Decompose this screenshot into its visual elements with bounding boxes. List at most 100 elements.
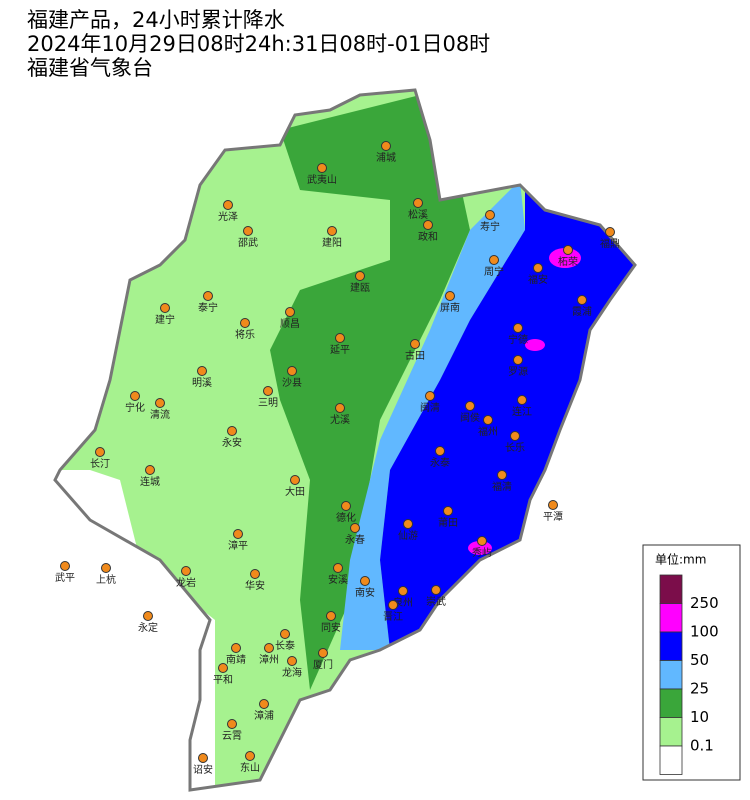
legend: 单位:mm 250 100 50 25 10 0.1 <box>642 544 741 781</box>
city-label: 柘荣 <box>558 255 578 268</box>
city-dot <box>259 699 269 709</box>
legend-label: 25 <box>690 680 709 698</box>
city-label: 宁化 <box>125 401 145 414</box>
city-dot <box>95 447 105 457</box>
city-dot <box>548 500 558 510</box>
cities: 浦城武夷山光泽 松溪政和寿宁福鼎邵武 建阳柘荣周宁福安建瓯泰宁建宁屏南 霞浦顺昌将乐宁… <box>55 141 620 776</box>
city-label: 政和 <box>418 230 438 243</box>
city-dot <box>326 611 336 621</box>
city-dot <box>465 401 475 411</box>
city-dot <box>510 431 520 441</box>
city-label: 德化 <box>336 511 356 524</box>
city-label: 长汀 <box>90 458 110 470</box>
city-label: 平潭 <box>543 511 563 523</box>
city-label: 清流 <box>150 408 170 421</box>
city-label: 永安 <box>222 436 242 449</box>
city-label: 晋江 <box>383 611 403 623</box>
city-dot <box>431 585 441 595</box>
city-dot <box>513 355 523 365</box>
city-dot <box>605 227 615 237</box>
city-dot <box>198 753 208 763</box>
city-dot <box>489 255 499 265</box>
city-dot <box>143 611 153 621</box>
city-label: 周宁 <box>484 265 504 278</box>
city-label: 崇武 <box>426 595 446 608</box>
province-border <box>53 88 637 792</box>
city-label: 沙县 <box>282 377 302 389</box>
city-dot <box>290 475 300 485</box>
legend-swatch <box>659 717 683 747</box>
header-line: 福建省气象台 <box>27 56 153 80</box>
city-dot <box>398 586 408 596</box>
city-dot <box>410 339 420 349</box>
city-dot <box>145 465 155 475</box>
city-label: 漳平 <box>228 539 248 552</box>
city-label: 诏安 <box>193 763 213 776</box>
header-line: 2024年10月29日08时24h:31日08时-01日08时 <box>27 32 490 56</box>
city-label: 福安 <box>528 273 548 286</box>
city-label: 宁德 <box>508 333 528 346</box>
city-label: 邵武 <box>238 236 258 249</box>
city-dot <box>425 391 435 401</box>
field-magenta <box>525 339 545 351</box>
legend-label: 10 <box>690 708 709 726</box>
city-label: 建阳 <box>322 236 342 249</box>
city-label: 泉州 <box>393 596 413 609</box>
city-dot <box>423 220 433 230</box>
city-label: 龙岩 <box>176 576 196 589</box>
city-label: 龙海 <box>282 666 302 679</box>
legend-swatch <box>659 574 683 604</box>
city-label: 闽侯 <box>460 411 480 424</box>
field-green <box>270 90 470 690</box>
city-dot <box>181 566 191 576</box>
legend-label: 50 <box>690 651 709 669</box>
city-dot <box>355 271 365 281</box>
field-magenta <box>468 541 492 555</box>
legend-box <box>642 544 741 781</box>
city-label: 浦城 <box>376 151 396 164</box>
city-label: 光泽 <box>218 210 238 223</box>
legend-label: 0.1 <box>690 737 714 755</box>
city-label: 安溪 <box>328 573 348 586</box>
city-dot <box>485 210 495 220</box>
city-label: 建瓯 <box>350 281 370 294</box>
legend-title: 单位:mm <box>655 552 706 567</box>
legend-swatch <box>659 745 683 775</box>
city-dot <box>317 163 327 173</box>
city-dot <box>335 403 345 413</box>
city-dot <box>388 600 398 610</box>
city-dot <box>341 501 351 511</box>
city-label: 东山 <box>240 761 260 774</box>
city-dot <box>327 226 337 236</box>
city-dot <box>223 200 233 210</box>
city-label: 古田 <box>405 349 425 362</box>
city-label: 屏南 <box>440 301 460 314</box>
city-label: 漳州 <box>259 653 279 666</box>
city-label: 同安 <box>321 621 341 634</box>
city-dot <box>233 529 243 539</box>
city-dot <box>231 643 241 653</box>
city-dot <box>483 415 493 425</box>
city-dot <box>227 426 237 436</box>
city-dot <box>287 656 297 666</box>
city-label: 福清 <box>492 480 512 493</box>
city-dot <box>60 561 70 571</box>
city-label: 平和 <box>213 674 233 686</box>
city-dot <box>333 563 343 573</box>
city-label: 秀屿 <box>472 547 492 559</box>
city-label: 尤溪 <box>330 413 350 426</box>
city-label: 上杭 <box>96 573 116 586</box>
city-dot <box>577 295 587 305</box>
city-dot <box>218 663 228 673</box>
legend-swatch <box>659 688 683 718</box>
city-label: 大田 <box>285 485 305 498</box>
city-label: 南安 <box>355 586 375 599</box>
city-label: 长乐 <box>505 442 525 454</box>
legend-swatch <box>659 660 683 690</box>
city-dot <box>497 470 507 480</box>
city-dot <box>435 446 445 456</box>
city-label: 连江 <box>512 405 532 418</box>
legend-label: 100 <box>690 623 719 641</box>
field-magenta <box>549 248 581 268</box>
city-label: 泰宁 <box>198 301 218 314</box>
